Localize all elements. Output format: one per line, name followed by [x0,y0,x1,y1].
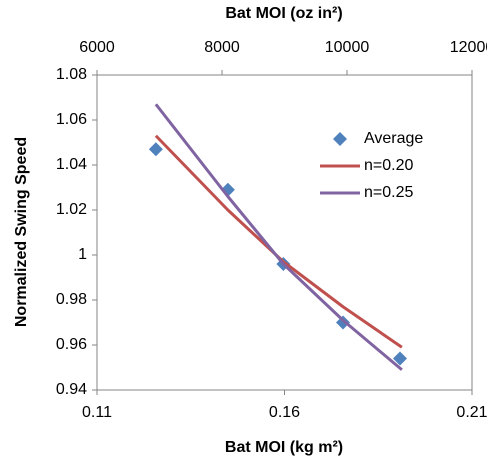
x2-axis-title: Bat MOI (oz in²) [225,5,342,22]
y-tick-label: 1.02 [56,201,87,218]
y-tick-label: 0.98 [56,291,87,308]
y-tick-label: 1.06 [56,111,87,128]
x2-tick-label: 12000 [450,39,487,56]
legend-label: n=0.25 [364,184,413,201]
y-tick-label: 1.04 [56,156,87,173]
y-tick-label: 0.94 [56,381,87,398]
x2-tick-label: 8000 [204,39,240,56]
data-point [148,142,163,157]
plot-area [96,74,473,391]
legend-label: Average [364,130,423,147]
x-tick-label: 0.21 [456,404,487,421]
series-line [154,103,403,371]
y-tick-label: 1.08 [56,66,87,83]
y-tick-label: 1 [78,246,87,263]
y-axis-title: Normalized Swing Speed [13,137,30,327]
x2-tick-label: 6000 [79,39,115,56]
y-tick-label: 0.96 [56,336,87,353]
x-tick-label: 0.16 [269,404,300,421]
data-point [393,351,407,366]
x-tick-label: 0.11 [82,404,112,421]
legend-marker [333,132,347,146]
legend-label: n=0.20 [364,157,413,174]
x2-tick-label: 10000 [325,39,370,56]
x-axis-title: Bat MOI (kg m²) [225,439,343,456]
